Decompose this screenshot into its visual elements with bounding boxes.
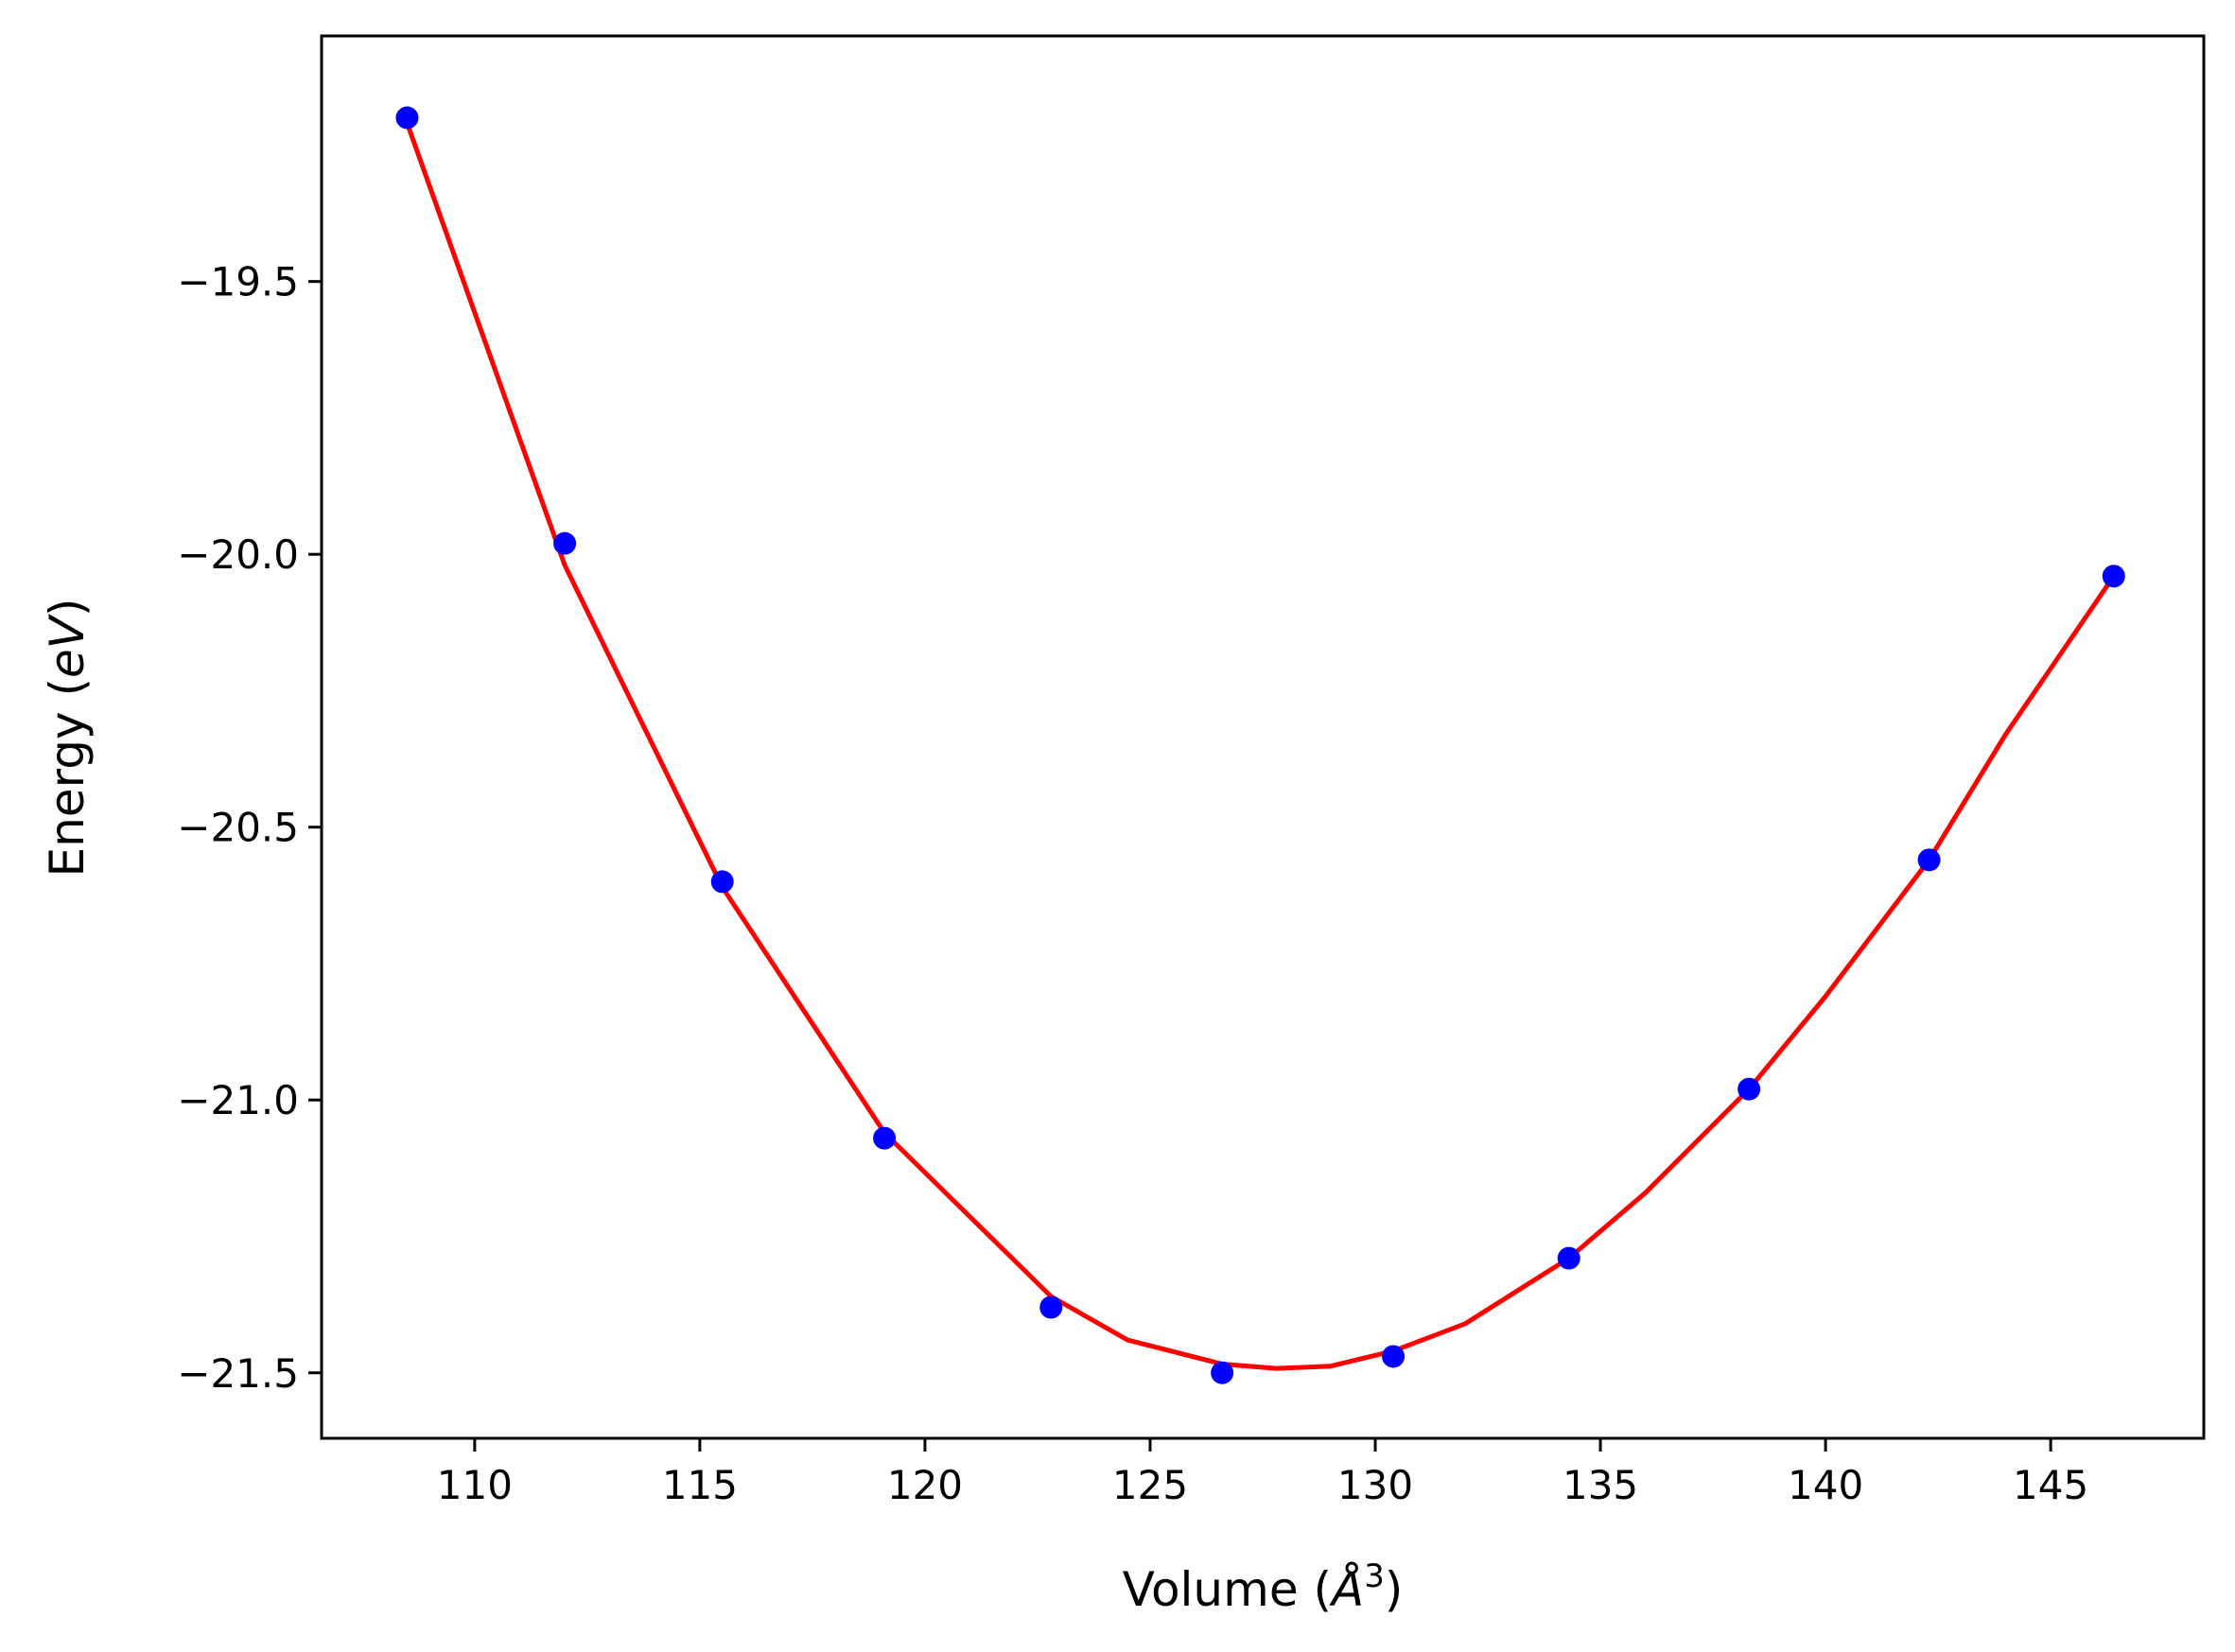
data-point-4 <box>873 1126 897 1150</box>
x-tick-label: 125 <box>1112 1462 1188 1508</box>
data-point-11 <box>2102 565 2125 588</box>
y-axis-label: Energy (eV) <box>40 599 95 878</box>
y-tick-label: −20.0 <box>177 531 299 578</box>
data-points-layer <box>395 106 2125 1384</box>
y-tick-label: −20.5 <box>177 805 299 851</box>
y-axis: −19.5 −20.0 −20.5 −21.0 −21.5 <box>177 259 322 1397</box>
data-point-1 <box>395 106 419 130</box>
data-point-5 <box>1039 1296 1063 1319</box>
x-tick-label: 120 <box>887 1462 963 1508</box>
x-tick-label: 145 <box>2013 1462 2088 1508</box>
x-tick-label: 140 <box>1788 1462 1863 1508</box>
y-tick-label: −21.0 <box>177 1077 299 1123</box>
data-point-8 <box>1557 1246 1580 1270</box>
data-point-9 <box>1737 1077 1761 1101</box>
data-point-2 <box>553 531 577 555</box>
y-tick-label: −19.5 <box>177 259 299 305</box>
y-tick-label: −21.5 <box>177 1350 299 1397</box>
data-point-3 <box>710 870 734 894</box>
plot-frame <box>320 34 2206 1440</box>
x-axis: 110 115 120 125 130 135 140 145 <box>437 1438 2088 1508</box>
x-axis-label: Volume (Å3) <box>1123 1557 1404 1617</box>
fit-curve-layer <box>405 122 2116 1371</box>
data-point-7 <box>1382 1345 1406 1368</box>
x-tick-label: 115 <box>662 1462 738 1508</box>
x-tick-label: 135 <box>1563 1462 1638 1508</box>
data-point-6 <box>1211 1361 1234 1384</box>
fit-curve-line <box>405 122 2116 1371</box>
x-tick-label: 110 <box>437 1462 513 1508</box>
data-point-10 <box>1917 848 1941 872</box>
x-tick-label: 130 <box>1337 1462 1413 1508</box>
